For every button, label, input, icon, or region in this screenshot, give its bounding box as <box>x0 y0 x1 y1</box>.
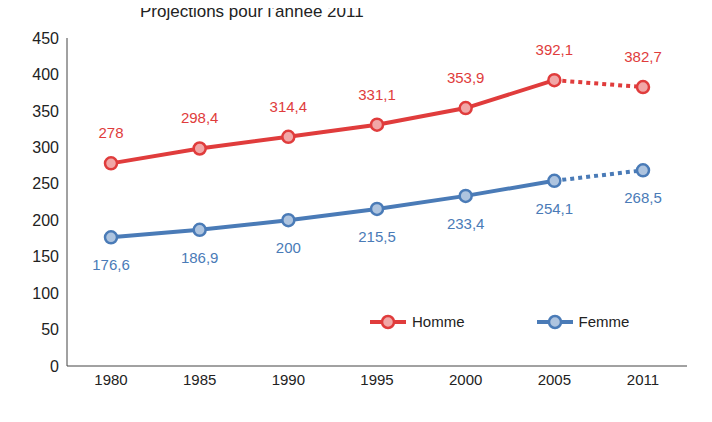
svg-text:254,1: 254,1 <box>536 200 574 217</box>
svg-text:268,5: 268,5 <box>624 189 662 206</box>
svg-text:350: 350 <box>32 103 59 120</box>
svg-text:100: 100 <box>32 285 59 302</box>
svg-text:1985: 1985 <box>183 371 216 388</box>
svg-text:300: 300 <box>32 139 59 156</box>
svg-text:331,1: 331,1 <box>358 86 396 103</box>
svg-text:1980: 1980 <box>94 371 127 388</box>
svg-text:400: 400 <box>32 66 59 83</box>
html-text:Homme: Homme <box>412 313 465 330</box>
svg-text:0: 0 <box>50 358 59 375</box>
svg-text:2011: 2011 <box>627 371 659 388</box>
svg-text:200: 200 <box>276 239 301 256</box>
svg-text:2005: 2005 <box>538 371 571 388</box>
svg-text:382,7: 382,7 <box>624 48 662 65</box>
svg-text:278: 278 <box>98 124 123 141</box>
svg-text:250: 250 <box>32 175 59 192</box>
svg-text:50: 50 <box>41 321 59 338</box>
svg-text:215,5: 215,5 <box>358 228 396 245</box>
svg-text:353,9: 353,9 <box>447 69 485 86</box>
html-text:Projections pour l’année 2011: Projections pour l’année 2011 <box>140 2 364 21</box>
svg-text:314,4: 314,4 <box>270 98 308 115</box>
svg-text:186,9: 186,9 <box>181 249 219 266</box>
svg-text:392,1: 392,1 <box>536 41 574 58</box>
svg-text:2000: 2000 <box>449 371 482 388</box>
svg-text:298,4: 298,4 <box>181 109 219 126</box>
svg-text:1995: 1995 <box>360 371 393 388</box>
svg-text:1990: 1990 <box>272 371 305 388</box>
svg-text:150: 150 <box>32 248 59 265</box>
svg-text:233,4: 233,4 <box>447 215 485 232</box>
svg-text:450: 450 <box>32 30 59 47</box>
html-text:Femme: Femme <box>578 313 630 330</box>
svg-text:176,6: 176,6 <box>92 256 130 273</box>
svg-text:200: 200 <box>32 212 59 229</box>
